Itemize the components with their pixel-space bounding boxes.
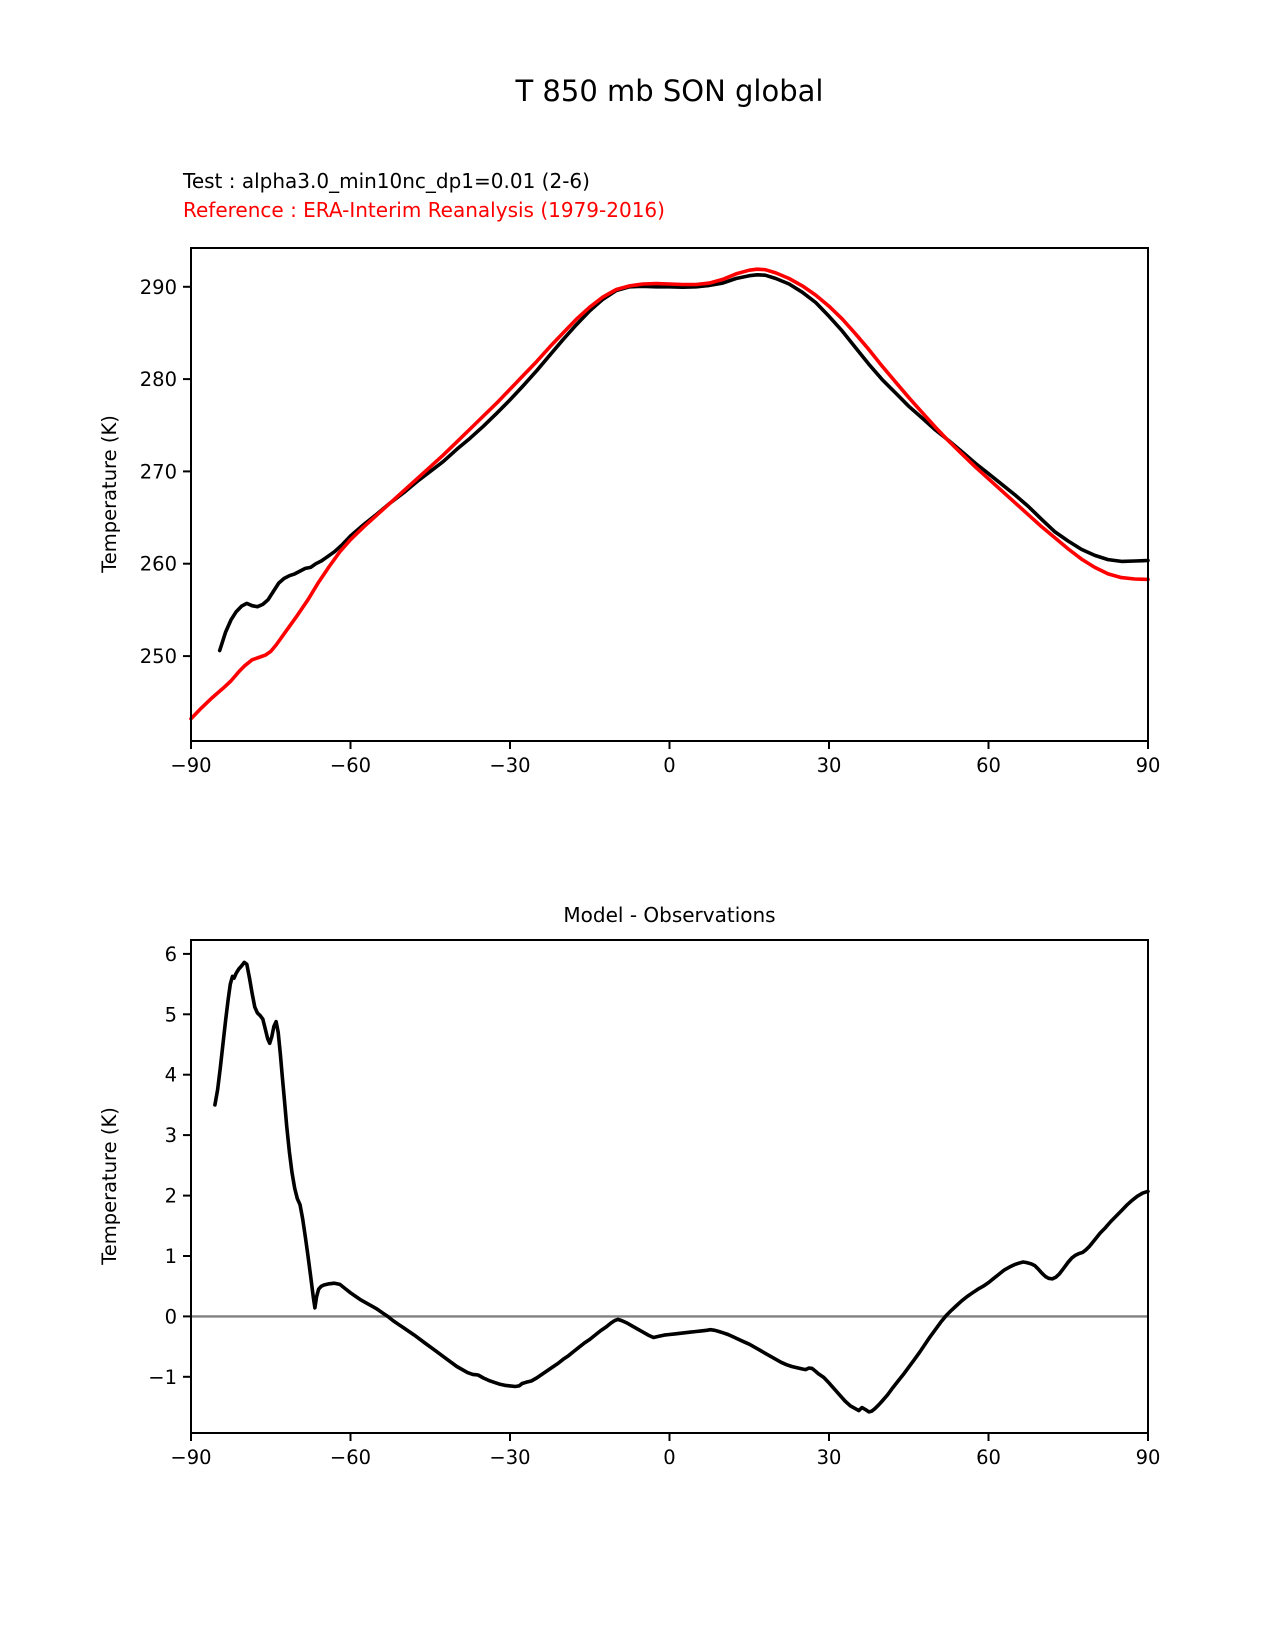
y-tick-label: 270 [140, 460, 177, 483]
y-tick-label: 1 [165, 1245, 177, 1268]
y-tick-label: 0 [165, 1305, 177, 1328]
legend-reference-label: Reference : ERA-Interim Reanalysis (1979… [183, 198, 665, 222]
x-tick-label: −90 [170, 1446, 211, 1469]
top-chart-title: T 850 mb SON global [515, 74, 824, 108]
reference-line [189, 267, 1150, 721]
y-tick-label: 250 [140, 645, 177, 668]
difference-line [213, 960, 1150, 1414]
x-tick-label: −30 [489, 754, 530, 777]
y-tick-label: 280 [140, 368, 177, 391]
x-tick-label: 60 [976, 1446, 1001, 1469]
test-line [217, 273, 1150, 653]
x-tick-label: 90 [1136, 754, 1161, 777]
y-tick-label: −1 [148, 1366, 177, 1389]
x-tick-label: −60 [330, 1446, 371, 1469]
y-tick-label: 4 [165, 1064, 177, 1087]
bottom-chart-title: Model - Observations [563, 903, 776, 927]
x-tick-label: 60 [976, 754, 1001, 777]
x-tick-label: −90 [170, 754, 211, 777]
temperature-vs-latitude-chart: −90 −60 −30 0 30 60 90 250 260 270 280 290 [140, 247, 1161, 777]
x-tick-label: −60 [330, 754, 371, 777]
y-tick-label: 3 [165, 1124, 177, 1147]
y-tick-label: 6 [165, 943, 177, 966]
y-tick-label: 290 [140, 276, 177, 299]
bottom-y-axis-label: Temperature (K) [98, 1107, 121, 1265]
y-tick-label: 2 [165, 1185, 177, 1208]
x-tick-label: 0 [663, 754, 675, 777]
x-tick-label: 90 [1136, 1446, 1161, 1469]
x-tick-label: −30 [489, 1446, 530, 1469]
y-tick-label: 5 [165, 1003, 177, 1026]
axes-spines [190, 939, 1149, 1434]
x-tick-label: 30 [817, 754, 842, 777]
y-tick-label: 260 [140, 553, 177, 576]
top-y-axis-label: Temperature (K) [98, 415, 121, 573]
x-tick-label: 0 [663, 1446, 675, 1469]
x-tick-label: 30 [817, 1446, 842, 1469]
legend-test-label: Test : alpha3.0_min10nc_dp1=0.01 (2-6) [183, 169, 590, 193]
model-minus-observations-chart: −90 −60 −30 0 30 60 90 −1 0 1 2 3 4 5 6 [148, 939, 1161, 1469]
